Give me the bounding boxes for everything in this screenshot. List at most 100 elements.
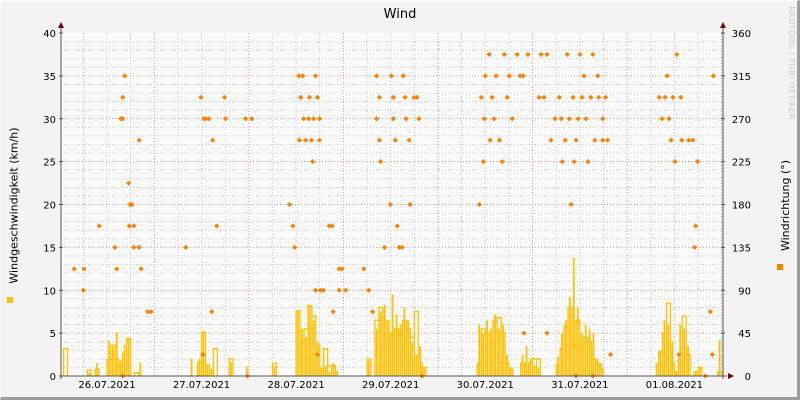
y-tick-label-left: 5 <box>50 329 56 340</box>
direction-point <box>571 159 577 165</box>
direction-point <box>120 116 126 122</box>
direction-point <box>214 223 220 229</box>
y-tick-label-left: 30 <box>43 115 56 126</box>
direction-point <box>377 159 384 165</box>
x-tick-label: 01.08.2021 <box>646 380 703 391</box>
speed-bar <box>127 339 130 376</box>
direction-point <box>148 309 154 315</box>
direction-point <box>544 51 550 58</box>
direction-point <box>559 159 565 165</box>
speed-bar <box>537 367 540 376</box>
chart-title: Wind <box>383 7 417 22</box>
direction-point <box>487 137 493 143</box>
direction-point <box>491 116 497 122</box>
speed-bar <box>301 328 303 376</box>
x-tick-label: 27.07.2021 <box>173 380 230 391</box>
speed-bar <box>584 324 587 376</box>
direction-point <box>330 309 336 315</box>
y-tick-label-right: 135 <box>732 243 751 254</box>
speed-bar <box>565 320 567 376</box>
speed-bar <box>498 328 500 376</box>
y-tick-label-right: 360 <box>732 29 751 40</box>
speed-bar <box>699 367 701 376</box>
direction-point <box>562 137 568 143</box>
direction-point <box>566 116 572 122</box>
y-tick-label-right: 225 <box>732 158 751 169</box>
direction-point <box>317 287 324 293</box>
direction-point <box>496 137 502 143</box>
direction-point <box>662 94 668 100</box>
direction-point <box>301 116 307 122</box>
y-tick-label-left: 40 <box>43 29 56 40</box>
speed-bar <box>115 332 118 376</box>
direction-point <box>481 116 487 122</box>
speed-bar <box>568 297 571 376</box>
x-axis-arrow-icon <box>728 373 734 379</box>
direction-point <box>407 201 413 208</box>
direction-point <box>585 159 591 165</box>
direction-point <box>592 137 598 143</box>
direction-point <box>320 287 326 293</box>
speed-bar <box>576 307 579 376</box>
direction-point <box>493 73 499 79</box>
direction-point <box>306 94 313 100</box>
direction-point <box>292 244 298 250</box>
speed-bar <box>245 366 248 376</box>
direction-point <box>501 51 507 58</box>
direction-point <box>136 137 142 143</box>
direction-point <box>376 94 383 100</box>
direction-point <box>370 309 376 315</box>
y-tick-label-left: 25 <box>43 158 56 169</box>
speed-bar <box>529 358 532 376</box>
direction-point <box>693 223 699 229</box>
direction-point <box>296 73 302 79</box>
speed-bar <box>675 371 678 376</box>
direction-point <box>544 330 550 336</box>
direction-point <box>517 73 523 79</box>
direction-point <box>200 351 206 358</box>
direction-point <box>506 73 512 79</box>
direction-point <box>416 116 422 122</box>
direction-point <box>595 73 601 79</box>
speed-bar <box>667 324 670 376</box>
direction-point <box>376 137 383 143</box>
direction-point <box>120 94 126 100</box>
x-tick-label: 29.07.2021 <box>362 380 419 391</box>
direction-point <box>509 116 515 122</box>
direction-point <box>312 73 319 79</box>
direction-point <box>249 116 255 122</box>
direction-point <box>520 73 526 79</box>
direction-point <box>96 223 102 229</box>
speed-bar <box>308 305 311 376</box>
direction-point <box>556 94 562 100</box>
direction-point <box>310 116 317 122</box>
direction-point <box>666 116 672 122</box>
speed-bar <box>490 328 492 376</box>
direction-point <box>579 94 585 100</box>
speed-bar <box>533 365 536 376</box>
direction-point <box>138 266 144 272</box>
direction-point <box>242 116 249 122</box>
direction-point <box>314 94 321 100</box>
speed-bar <box>368 360 370 376</box>
direction-point <box>298 94 304 100</box>
direction-point <box>672 159 678 165</box>
direction-point <box>575 116 581 122</box>
direction-point <box>656 94 662 100</box>
direction-point <box>210 137 216 143</box>
speed-bar <box>505 354 508 376</box>
speed-bar <box>88 372 91 376</box>
direction-point <box>396 244 402 250</box>
direction-point <box>394 223 400 229</box>
direction-point <box>316 137 323 143</box>
direction-point <box>590 51 596 58</box>
direction-point <box>499 159 505 165</box>
direction-point <box>381 244 388 250</box>
direction-point <box>514 51 520 58</box>
speed-bar <box>198 358 201 376</box>
y-tick-label-left: 0 <box>50 372 56 383</box>
direction-point <box>308 137 315 143</box>
speed-bar <box>316 341 319 376</box>
speed-bar <box>399 324 402 376</box>
